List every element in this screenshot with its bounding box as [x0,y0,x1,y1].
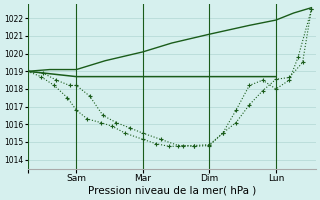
X-axis label: Pression niveau de la mer( hPa ): Pression niveau de la mer( hPa ) [88,186,256,196]
